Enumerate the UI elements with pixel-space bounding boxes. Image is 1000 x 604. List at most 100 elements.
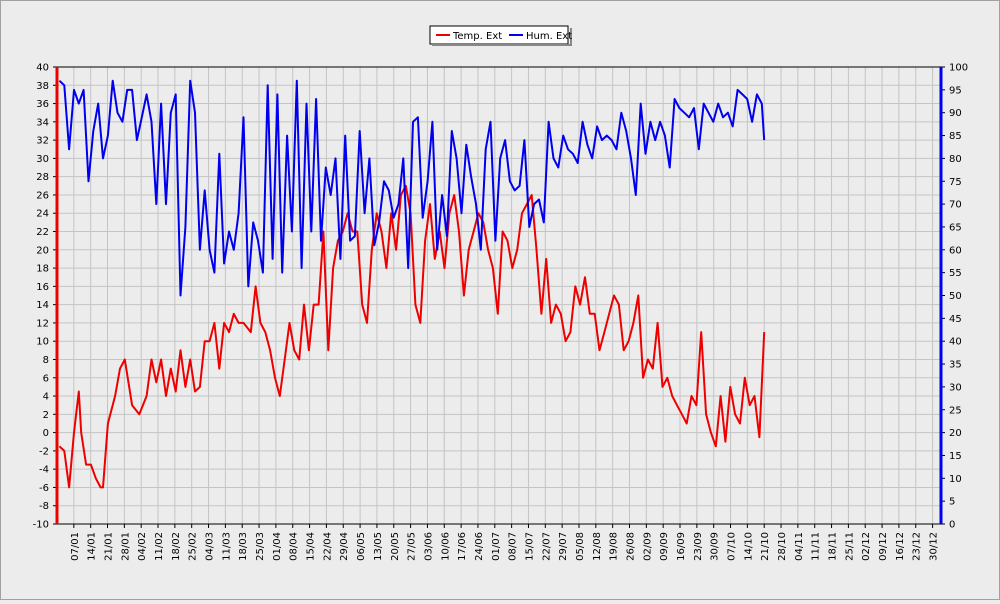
y-right-tick-label: 90 — [949, 108, 962, 119]
y-left-tick-label: 30 — [36, 154, 49, 165]
x-tick-label: 21/10 — [760, 532, 771, 561]
y-right-tick-label: 70 — [949, 200, 962, 211]
y-left-tick-label: 4 — [43, 392, 49, 403]
y-left-tick-label: 2 — [43, 410, 49, 421]
legend-label-temp: Temp. Ext — [452, 31, 502, 42]
y-left-tick-label: 20 — [36, 245, 49, 256]
legend-label-hum: Hum. Ext — [526, 31, 572, 42]
y-right-tick-label: 65 — [949, 222, 962, 233]
x-tick-label: 29/04 — [339, 532, 350, 561]
y-right-tick-label: 40 — [949, 337, 962, 348]
x-tick-label: 22/07 — [541, 532, 552, 561]
x-tick-label: 10/06 — [440, 532, 451, 561]
y-left-tick-label: 32 — [36, 136, 49, 147]
y-left-tick-label: -8 — [39, 501, 49, 512]
y-left-tick-label: 12 — [36, 318, 49, 329]
x-tick-label: 28/01 — [120, 532, 131, 561]
x-tick-label: 24/06 — [474, 532, 485, 561]
y-left-tick-label: 6 — [43, 373, 49, 384]
y-left-tick-label: 8 — [43, 355, 49, 366]
y-left-tick-label: 10 — [36, 337, 49, 348]
x-tick-label: 25/03 — [255, 532, 266, 561]
x-tick-label: 11/02 — [154, 532, 165, 561]
series-line-hum — [58, 79, 766, 297]
y-right-tick-label: 25 — [949, 405, 962, 416]
y-left-tick-label: 34 — [36, 117, 49, 128]
axes: -10-8-6-4-202468101214161820222426283032… — [33, 63, 968, 561]
y-left-tick-label: -10 — [33, 520, 49, 531]
y-left-tick-label: 40 — [36, 63, 49, 74]
x-tick-label: 01/07 — [491, 532, 502, 561]
x-tick-label: 18/03 — [238, 532, 249, 561]
y-right-tick-label: 55 — [949, 268, 962, 279]
x-tick-label: 11/11 — [811, 532, 822, 561]
y-right-tick-label: 20 — [949, 428, 962, 439]
x-tick-label: 23/09 — [693, 532, 704, 561]
y-left-tick-label: 24 — [36, 209, 49, 220]
x-tick-label: 14/01 — [87, 532, 98, 561]
y-right-tick-label: 35 — [949, 360, 962, 371]
x-tick-label: 16/09 — [676, 532, 687, 561]
y-left-tick-label: 36 — [36, 99, 49, 110]
x-tick-label: 07/10 — [727, 532, 738, 561]
x-tick-label: 15/07 — [524, 532, 535, 561]
series-line-temp — [58, 184, 766, 489]
x-tick-label: 03/06 — [423, 532, 434, 561]
x-tick-label: 20/05 — [390, 532, 401, 561]
x-tick-label: 23/12 — [912, 532, 923, 561]
y-left-tick-label: -6 — [39, 483, 49, 494]
x-tick-label: 05/08 — [575, 532, 586, 561]
x-tick-label: 30/12 — [929, 532, 940, 561]
y-left-tick-label: 18 — [36, 264, 49, 275]
x-tick-label: 09/09 — [659, 532, 670, 561]
x-tick-label: 02/12 — [861, 532, 872, 561]
legend-shadow-right — [570, 28, 572, 46]
x-tick-label: 12/08 — [592, 532, 603, 561]
y-left-tick-label: -2 — [39, 446, 49, 457]
y-right-tick-label: 75 — [949, 177, 962, 188]
x-tick-label: 02/09 — [642, 532, 653, 561]
x-tick-label: 08/07 — [508, 532, 519, 561]
x-tick-label: 11/03 — [221, 532, 232, 561]
series-layer — [58, 79, 766, 489]
x-tick-label: 14/10 — [743, 532, 754, 561]
y-right-tick-label: 80 — [949, 154, 962, 165]
y-left-tick-label: -4 — [39, 465, 49, 476]
x-tick-label: 09/12 — [878, 532, 889, 561]
y-right-tick-label: 30 — [949, 382, 962, 393]
y-left-tick-label: 16 — [36, 282, 49, 293]
x-tick-label: 15/04 — [306, 532, 317, 561]
y-right-tick-label: 5 — [949, 497, 955, 508]
x-tick-label: 08/04 — [289, 532, 300, 561]
y-right-tick-label: 15 — [949, 451, 962, 462]
y-left-tick-label: 38 — [36, 81, 49, 92]
x-tick-label: 13/05 — [373, 532, 384, 561]
y-right-tick-label: 50 — [949, 291, 962, 302]
x-tick-label: 25/11 — [844, 532, 855, 561]
x-tick-label: 22/04 — [322, 532, 333, 561]
x-tick-label: 29/07 — [558, 532, 569, 561]
x-tick-label: 27/05 — [407, 532, 418, 561]
y-left-tick-label: 28 — [36, 172, 49, 183]
x-tick-label: 04/11 — [794, 532, 805, 561]
x-tick-label: 30/09 — [710, 532, 721, 561]
grid — [57, 66, 941, 525]
x-tick-label: 04/02 — [137, 532, 148, 561]
x-tick-label: 04/03 — [205, 532, 216, 561]
x-tick-label: 18/11 — [828, 532, 839, 561]
legend-shadow-bottom — [432, 44, 572, 46]
x-tick-label: 28/10 — [777, 532, 788, 561]
y-left-tick-label: 22 — [36, 227, 49, 238]
x-tick-label: 16/12 — [895, 532, 906, 561]
x-tick-label: 18/02 — [171, 532, 182, 561]
x-tick-label: 06/05 — [356, 532, 367, 561]
x-tick-label: 19/08 — [609, 532, 620, 561]
y-right-tick-label: 45 — [949, 314, 962, 325]
x-tick-label: 07/01 — [70, 532, 81, 561]
x-tick-label: 26/08 — [625, 532, 636, 561]
y-left-tick-label: 14 — [36, 300, 49, 311]
legend: Temp. Ext Hum. Ext — [429, 25, 572, 46]
y-left-tick-label: 0 — [43, 428, 49, 439]
